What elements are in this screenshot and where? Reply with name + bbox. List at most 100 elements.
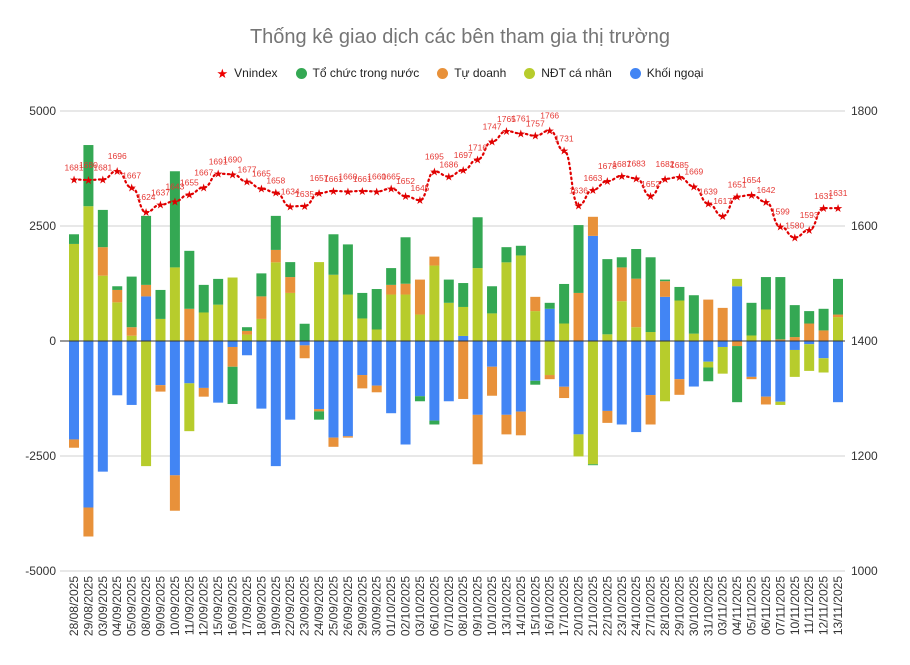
x-axis-label: 03/10/2025	[413, 576, 427, 636]
x-axis-label: 02/10/2025	[399, 576, 413, 636]
vnindex-point-star-icon: ★	[588, 185, 598, 197]
x-axis-label: 15/09/2025	[211, 576, 225, 636]
bar-tự-doanh	[314, 409, 325, 412]
vnindex-point-star-icon: ★	[156, 200, 166, 212]
bar-khối-ngoại	[169, 341, 180, 476]
vnindex-point-star-icon: ★	[761, 197, 771, 209]
vnindex-point-star-icon: ★	[256, 184, 266, 196]
vnindex-data-label: 1696	[108, 151, 127, 161]
bar-nđt-cá-nhân	[458, 306, 469, 336]
vnindex-point-star-icon: ★	[689, 181, 699, 193]
vnindex-point-star-icon: ★	[112, 166, 122, 178]
left-axis-tick: 5000	[29, 104, 56, 118]
bar-khối-ngoại	[285, 341, 296, 420]
vnindex-point-star-icon: ★	[372, 187, 382, 199]
vnindex-data-label: 1639	[699, 187, 718, 197]
x-axis-label: 11/11/2025	[802, 576, 816, 635]
bar-khối-ngoại	[112, 341, 123, 396]
vnindex-point-star-icon: ★	[775, 222, 785, 234]
bar-tổ-chức-trong-nước	[703, 367, 714, 382]
vnindex-data-label: 1631	[814, 191, 833, 201]
bar-tổ-chức-trong-nước	[126, 276, 137, 328]
x-axis-label: 07/11/2025	[773, 576, 787, 635]
bar-tổ-chức-trong-nước	[400, 237, 411, 284]
bar-nđt-cá-nhân	[559, 323, 570, 341]
bar-nđt-cá-nhân	[69, 243, 79, 341]
vnindex-data-label: 1652	[396, 176, 415, 186]
vnindex-point-star-icon: ★	[213, 169, 223, 181]
vnindex-point-star-icon: ★	[819, 203, 829, 215]
vnindex-point-star-icon: ★	[487, 136, 497, 148]
x-axis-label: 05/09/2025	[125, 576, 139, 636]
bar-tổ-chức-trong-nước	[688, 295, 699, 334]
bar-tổ-chức-trong-nước	[314, 411, 325, 420]
bar-nđt-cá-nhân	[487, 313, 498, 341]
x-axis-label: 11/09/2025	[182, 576, 196, 635]
bar-tổ-chức-trong-nước	[818, 308, 829, 331]
bar-tổ-chức-trong-nước	[299, 323, 310, 341]
bar-tự-doanh	[458, 341, 469, 399]
bar-tổ-chức-trong-nước	[328, 234, 339, 275]
bar-khối-ngoại	[688, 341, 699, 387]
vnindex-point-star-icon: ★	[559, 146, 569, 158]
bar-tự-doanh	[775, 339, 786, 341]
bar-khối-ngoại	[314, 341, 325, 410]
bar-tổ-chức-trong-nước	[472, 217, 483, 269]
vnindex-point-star-icon: ★	[574, 200, 584, 212]
vnindex-data-label: 1683	[627, 158, 646, 168]
vnindex-data-label: 1642	[756, 185, 775, 195]
vnindex-data-label: 1663	[583, 173, 602, 183]
bar-nđt-cá-nhân	[400, 294, 411, 341]
bar-khối-ngoại	[357, 341, 368, 376]
bar-tổ-chức-trong-nước	[530, 380, 541, 385]
bar-khối-ngoại	[631, 341, 642, 433]
vnindex-data-label: 1658	[266, 176, 285, 186]
bar-nđt-cá-nhân	[472, 268, 483, 341]
vnindex-data-label: 1654	[742, 175, 761, 185]
legend-label: Tổ chức trong nước	[312, 66, 420, 80]
bar-tự-doanh	[760, 396, 771, 405]
vnindex-point-star-icon: ★	[516, 128, 526, 140]
x-axis-label: 31/10/2025	[701, 576, 715, 636]
vnindex-data-label: 1661	[324, 174, 343, 184]
bar-tổ-chức-trong-nước	[674, 286, 685, 301]
vnindex-point-star-icon: ★	[184, 189, 194, 201]
bar-nđt-cá-nhân	[587, 341, 598, 465]
bar-tự-doanh	[530, 296, 541, 312]
bar-khối-ngoại	[371, 341, 382, 386]
x-axis-label: 03/11/2025	[716, 576, 730, 635]
right-axis-tick: 1800	[851, 104, 878, 118]
vnindex-data-label: 1687	[612, 159, 631, 169]
left-axis-tick: -2500	[25, 449, 56, 463]
bar-nđt-cá-nhân	[371, 329, 382, 341]
bar-tự-doanh	[818, 330, 829, 341]
vnindex-data-label: 1634	[281, 186, 300, 196]
bar-nđt-cá-nhân	[83, 206, 94, 341]
vnindex-data-label: 1657	[310, 173, 329, 183]
vnindex-point-star-icon: ★	[718, 211, 728, 223]
x-axis-label: 29/08/2025	[81, 576, 95, 636]
vnindex-point-star-icon: ★	[804, 225, 814, 237]
vnindex-point-star-icon: ★	[127, 182, 137, 194]
x-axis-label: 22/10/2025	[600, 576, 614, 636]
bar-nđt-cá-nhân	[328, 274, 339, 341]
bar-tổ-chức-trong-nước	[285, 262, 296, 278]
bar-khối-ngoại	[501, 341, 512, 415]
bar-tổ-chức-trong-nước	[804, 311, 815, 324]
x-axis-label: 06/11/2025	[759, 576, 773, 635]
vnindex-point-star-icon: ★	[242, 177, 252, 189]
vnindex-data-label: 1660	[338, 172, 357, 182]
bar-khối-ngoại	[155, 341, 166, 386]
legend-item-khoi-ngoai: Khối ngoại	[629, 66, 703, 80]
bar-nđt-cá-nhân	[501, 262, 512, 341]
bar-khối-ngoại	[213, 341, 224, 403]
x-axis-label: 09/10/2025	[471, 576, 485, 636]
x-axis-label: 12/09/2025	[197, 576, 211, 636]
x-axis-label: 03/09/2025	[96, 576, 110, 636]
bar-khối-ngoại	[443, 341, 454, 402]
legend-swatch	[437, 67, 449, 79]
bar-nđt-cá-nhân	[602, 334, 613, 341]
legend-item-tu-doanh: Tự doanh	[437, 66, 506, 80]
bar-tổ-chức-trong-nước	[169, 171, 180, 268]
